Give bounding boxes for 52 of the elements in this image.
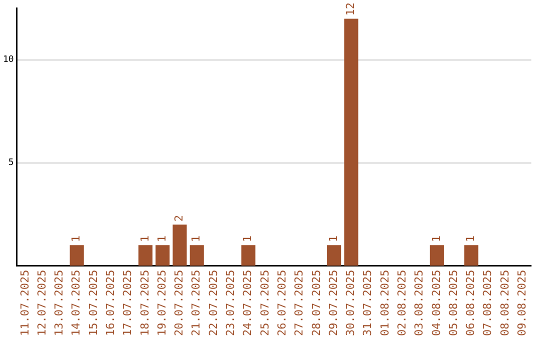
x-tick-label: 18.07.2025	[138, 270, 152, 336]
x-tick-label: 03.08.2025	[412, 270, 426, 336]
bar	[430, 245, 444, 266]
data-label: 12	[344, 2, 358, 16]
x-tick-label: 25.07.2025	[258, 270, 272, 336]
x-tick-label: 15.07.2025	[86, 270, 100, 336]
y-tick-label: 10	[2, 55, 14, 66]
bar	[70, 245, 84, 266]
x-tick-label: 05.08.2025	[446, 270, 460, 336]
x-tick-label: 23.07.2025	[224, 270, 238, 336]
x-tick-label: 17.07.2025	[121, 270, 134, 336]
x-tick-label: 14.07.2025	[70, 270, 83, 336]
data-label: 1	[464, 236, 478, 242]
x-tick-label: 31.07.2025	[361, 270, 374, 336]
x-tick-label: 20.07.2025	[172, 270, 186, 336]
data-label: 1	[326, 236, 340, 242]
x-tick-label: 22.07.2025	[206, 270, 220, 336]
x-tick-label: 02.08.2025	[396, 270, 408, 336]
x-tick-label: 08.08.2025	[498, 270, 512, 336]
x-tick-label: 07.08.2025	[481, 270, 494, 336]
x-tick-label: 04.08.2025	[430, 270, 443, 336]
data-label: 1	[190, 236, 203, 242]
data-label: 1	[138, 236, 152, 242]
data-label: 1	[430, 236, 443, 242]
x-tick-label: 13.07.2025	[52, 270, 66, 336]
x-tick-label: 27.07.2025	[292, 270, 306, 336]
x-tick-label: 16.07.2025	[104, 270, 118, 336]
x-tick-label: 24.07.2025	[241, 270, 254, 336]
data-label: 1	[155, 236, 168, 242]
x-tick-label: 09.08.2025	[516, 270, 529, 336]
x-tick-label: 19.07.2025	[155, 270, 168, 336]
data-label: 1	[241, 236, 254, 242]
x-tick-label: 26.07.2025	[275, 270, 288, 336]
bar	[138, 245, 152, 266]
bar	[327, 245, 342, 266]
x-tick-label: 12.07.2025	[35, 270, 48, 336]
x-tick-label: 01.08.2025	[378, 270, 392, 336]
x-tick-label: 29.07.2025	[326, 270, 340, 336]
bar	[190, 245, 204, 266]
bar	[156, 245, 170, 266]
data-label: 1	[70, 236, 83, 242]
bar	[464, 245, 478, 266]
y-tick-label: 5	[8, 158, 14, 168]
data-label: 2	[172, 214, 186, 222]
x-tick-label: 30.07.2025	[344, 270, 358, 336]
bar	[241, 245, 256, 266]
x-tick-label: 06.08.2025	[464, 270, 478, 336]
bar	[344, 18, 358, 266]
x-tick-label: 11.07.2025	[18, 270, 32, 336]
x-tick-label: 21.07.2025	[190, 270, 203, 336]
bar	[172, 224, 187, 266]
x-tick-label: 28.07.2025	[310, 270, 323, 336]
